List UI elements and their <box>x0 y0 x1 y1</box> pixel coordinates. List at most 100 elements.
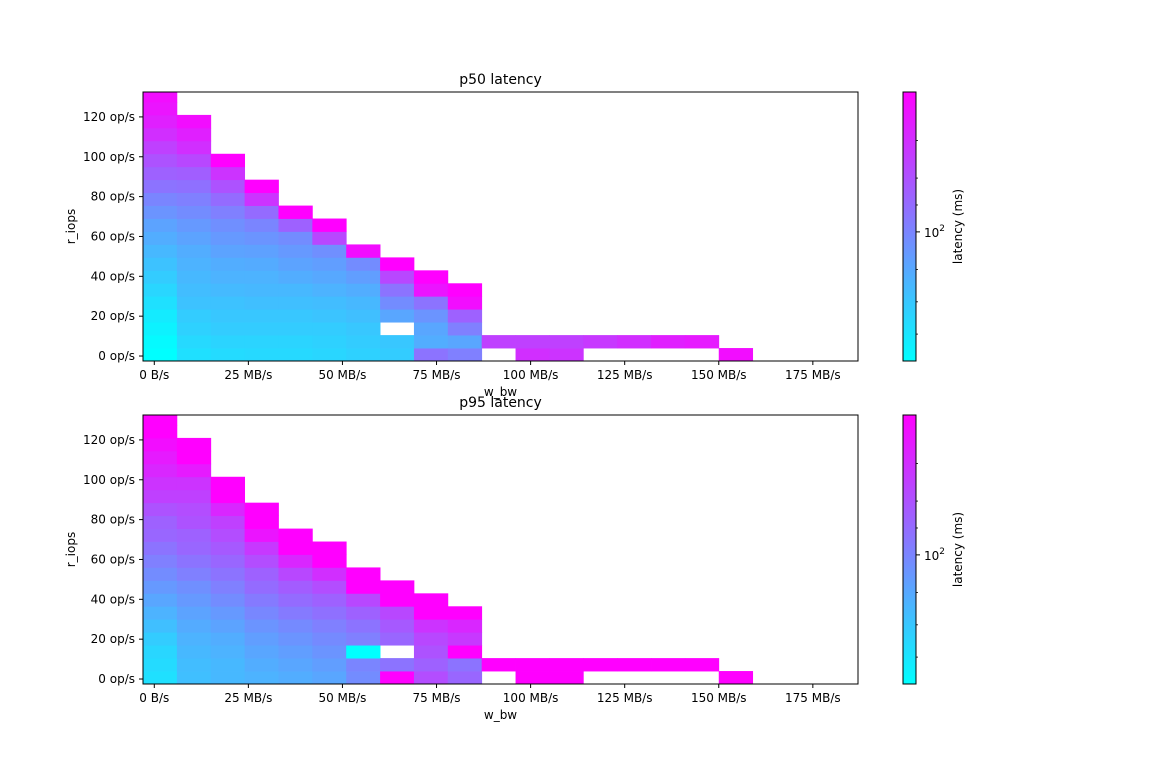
x-tick-label: 125 MB/s <box>597 691 653 705</box>
heatmap-cell <box>312 244 347 258</box>
y-tick-label: 0 op/s <box>98 349 135 363</box>
heatmap-cell <box>210 632 246 646</box>
heatmap-cell <box>447 335 483 349</box>
heatmap-cell <box>176 645 212 659</box>
heatmap-cell <box>176 296 212 310</box>
heatmap-cell <box>481 335 516 349</box>
x-tick-label: 0 B/s <box>139 691 169 705</box>
heatmap-cell <box>176 166 212 181</box>
heatmap-cell <box>143 541 178 555</box>
heatmap-cell <box>210 322 246 336</box>
heatmap-cell <box>176 437 212 452</box>
heatmap-cell <box>380 296 415 310</box>
heatmap-cell <box>210 166 246 181</box>
heatmap-cell <box>143 335 178 349</box>
heatmap-cell <box>346 658 381 672</box>
heatmap-cell <box>278 658 313 672</box>
heatmap-cell <box>210 658 246 672</box>
heatmap-cell <box>210 153 246 168</box>
colorbar: 102 latency (ms) <box>902 414 965 685</box>
heatmap-cell <box>346 567 381 581</box>
heatmap-cell <box>278 593 313 607</box>
heatmap-cell <box>312 257 347 271</box>
heatmap-cell <box>413 296 449 310</box>
heatmap-cell <box>278 348 313 362</box>
heatmap-cell <box>617 658 652 672</box>
heatmap-cell <box>143 153 178 168</box>
heatmap-cell <box>143 296 178 310</box>
heatmap-cell <box>244 528 279 542</box>
heatmap-cell <box>210 541 246 555</box>
heatmap-cell <box>244 554 279 568</box>
heatmap-cell <box>210 283 246 297</box>
heatmap-cell <box>244 205 279 219</box>
heatmap-cell <box>176 192 212 206</box>
chart-title: p50 latency <box>459 72 542 88</box>
heatmap-cell <box>278 541 313 555</box>
heatmap-cell <box>278 335 313 349</box>
heatmap-cell <box>143 528 178 542</box>
x-tick-label: 100 MB/s <box>503 368 559 382</box>
x-tick-label: 75 MB/s <box>413 368 461 382</box>
heatmap-cell <box>651 335 686 349</box>
heatmap-cell <box>346 335 381 349</box>
heatmap-cell <box>244 567 279 581</box>
heatmap-cell <box>447 606 483 620</box>
heatmap-cell <box>244 606 279 620</box>
heatmap-cell <box>143 244 178 258</box>
heatmap-cell <box>718 348 754 362</box>
heatmap-cell <box>380 606 415 620</box>
y-tick-label: 0 op/s <box>98 672 135 686</box>
plot-frame <box>142 414 859 685</box>
heatmap-cell <box>210 671 246 685</box>
heatmap-cell <box>143 348 178 362</box>
heatmap-cell <box>380 593 415 607</box>
heatmap-cell <box>176 658 212 672</box>
heatmap-cell <box>413 322 449 336</box>
heatmap-cell <box>312 309 347 323</box>
heatmap-cell <box>312 270 347 284</box>
heatmap-cell <box>278 567 313 581</box>
heatmap-cell <box>380 335 415 349</box>
heatmap-cell <box>143 515 178 529</box>
heatmap-cell <box>210 270 246 284</box>
heatmap-cell <box>176 580 212 594</box>
heatmap-cell <box>210 528 246 542</box>
heatmap-cell <box>143 489 178 504</box>
heatmap-cell <box>143 671 178 685</box>
heatmap-cell <box>278 257 313 271</box>
heatmap-cell <box>278 645 313 659</box>
heatmap-cell <box>244 296 279 310</box>
heatmap-cell <box>380 632 415 646</box>
heatmap-cell <box>278 231 313 245</box>
heatmap-cell <box>176 218 212 232</box>
heatmap-cell <box>413 645 449 659</box>
heatmap-cell <box>380 348 415 362</box>
heatmap-cell <box>210 231 246 245</box>
y-tick-label: 40 op/s <box>91 592 135 606</box>
heatmap-cell <box>176 335 212 349</box>
heatmap-cell <box>278 309 313 323</box>
heatmap-cell <box>176 140 212 155</box>
chart-title: p95 latency <box>459 395 542 411</box>
heatmap-cell <box>143 580 178 594</box>
x-tick-label: 75 MB/s <box>413 691 461 705</box>
heatmap-cell <box>312 580 347 594</box>
x-tick-label: 25 MB/s <box>224 691 272 705</box>
y-axis-label: r_iops <box>64 532 78 567</box>
heatmap-cell <box>515 335 550 349</box>
heatmap-cell <box>176 322 212 336</box>
heatmap-cell <box>346 619 381 633</box>
heatmap-cell <box>210 645 246 659</box>
heatmap-cell <box>447 658 483 672</box>
heatmap-cell <box>143 450 178 465</box>
heatmap-cell <box>143 127 178 142</box>
heatmap-cell <box>244 218 279 232</box>
heatmap-cell <box>176 205 212 219</box>
heatmap-cell <box>143 114 178 129</box>
heatmap-cell <box>143 476 178 491</box>
heatmap-cell <box>143 192 178 206</box>
colorbar-tick-label: 102 <box>924 547 945 563</box>
heatmap-cell <box>447 322 483 336</box>
